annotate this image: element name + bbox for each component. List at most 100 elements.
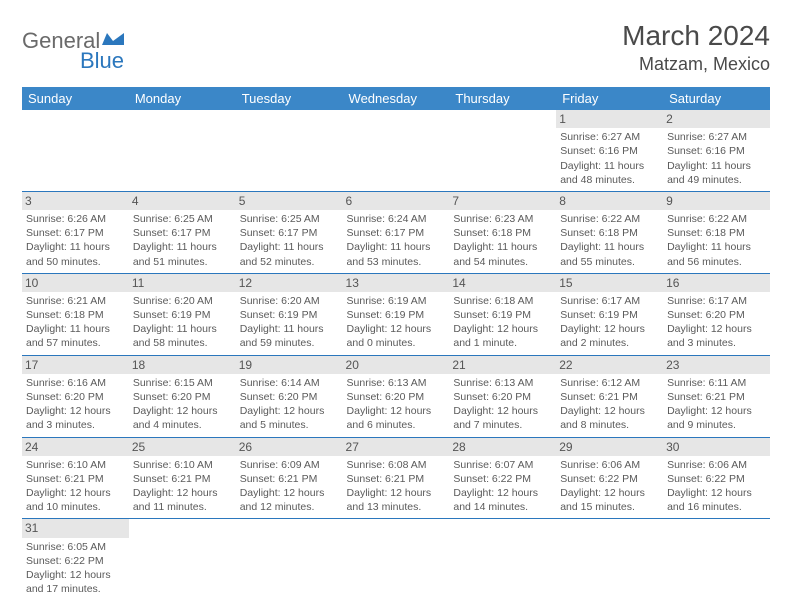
daylight2-text: and 14 minutes. <box>453 500 552 514</box>
sunset-text: Sunset: 6:20 PM <box>240 390 339 404</box>
daylight2-text: and 2 minutes. <box>560 336 659 350</box>
header: GeneralBlue March 2024 Matzam, Mexico <box>22 20 770 75</box>
daylight1-text: Daylight: 11 hours <box>26 240 125 254</box>
calendar-row: 3Sunrise: 6:26 AMSunset: 6:17 PMDaylight… <box>22 191 770 273</box>
sunrise-text: Sunrise: 6:08 AM <box>347 458 446 472</box>
sunset-text: Sunset: 6:18 PM <box>26 308 125 322</box>
sunrise-text: Sunrise: 6:22 AM <box>560 212 659 226</box>
daylight1-text: Daylight: 12 hours <box>26 486 125 500</box>
sunrise-text: Sunrise: 6:25 AM <box>240 212 339 226</box>
daylight2-text: and 51 minutes. <box>133 255 232 269</box>
day-number: 19 <box>236 356 343 374</box>
daylight2-text: and 49 minutes. <box>667 173 766 187</box>
daylight2-text: and 15 minutes. <box>560 500 659 514</box>
daylight2-text: and 11 minutes. <box>133 500 232 514</box>
calendar-row: 10Sunrise: 6:21 AMSunset: 6:18 PMDayligh… <box>22 273 770 355</box>
daylight1-text: Daylight: 12 hours <box>347 486 446 500</box>
day-number: 20 <box>343 356 450 374</box>
day-header: Wednesday <box>343 87 450 110</box>
calendar-cell: 1Sunrise: 6:27 AMSunset: 6:16 PMDaylight… <box>556 110 663 191</box>
sunset-text: Sunset: 6:17 PM <box>240 226 339 240</box>
calendar-cell: 18 Sunrise: 6:15 AMSunset: 6:20 PMDayligh… <box>129 355 236 437</box>
sunrise-text: Sunrise: 6:23 AM <box>453 212 552 226</box>
sunset-text: Sunset: 6:22 PM <box>560 472 659 486</box>
sunset-text: Sunset: 6:16 PM <box>667 144 766 158</box>
daylight2-text: and 17 minutes. <box>26 582 125 596</box>
daylight1-text: Daylight: 12 hours <box>667 322 766 336</box>
daylight2-text: and 16 minutes. <box>667 500 766 514</box>
sunset-text: Sunset: 6:20 PM <box>347 390 446 404</box>
daylight1-text: Daylight: 11 hours <box>560 240 659 254</box>
day-number: 17 <box>22 356 129 374</box>
daylight1-text: Daylight: 12 hours <box>667 486 766 500</box>
daylight1-text: Daylight: 12 hours <box>347 322 446 336</box>
daylight1-text: Daylight: 12 hours <box>560 404 659 418</box>
daylight1-text: Daylight: 12 hours <box>133 404 232 418</box>
day-header-row: SundayMondayTuesdayWednesdayThursdayFrid… <box>22 87 770 110</box>
daylight2-text: and 55 minutes. <box>560 255 659 269</box>
daylight2-text: and 52 minutes. <box>240 255 339 269</box>
sunset-text: Sunset: 6:21 PM <box>26 472 125 486</box>
day-number: 13 <box>343 274 450 292</box>
calendar-cell <box>343 110 450 191</box>
daylight1-text: Daylight: 11 hours <box>453 240 552 254</box>
daylight1-text: Daylight: 12 hours <box>560 486 659 500</box>
day-number: 3 <box>22 192 129 210</box>
daylight1-text: Daylight: 12 hours <box>453 322 552 336</box>
sunrise-text: Sunrise: 6:11 AM <box>667 376 766 390</box>
day-header: Thursday <box>449 87 556 110</box>
daylight2-text: and 9 minutes. <box>667 418 766 432</box>
daylight2-text: and 3 minutes. <box>26 418 125 432</box>
calendar-cell: 24Sunrise: 6:10 AMSunset: 6:21 PMDayligh… <box>22 437 129 519</box>
calendar-cell: 9Sunrise: 6:22 AMSunset: 6:18 PMDaylight… <box>663 191 770 273</box>
calendar-cell: 26Sunrise: 6:09 AMSunset: 6:21 PMDayligh… <box>236 437 343 519</box>
daylight2-text: and 5 minutes. <box>240 418 339 432</box>
sunrise-text: Sunrise: 6:25 AM <box>133 212 232 226</box>
calendar-body: 1Sunrise: 6:27 AMSunset: 6:16 PMDaylight… <box>22 110 770 600</box>
calendar-cell <box>449 110 556 191</box>
day-number: 30 <box>663 438 770 456</box>
day-number: 25 <box>129 438 236 456</box>
sunrise-text: Sunrise: 6:06 AM <box>560 458 659 472</box>
daylight1-text: Daylight: 11 hours <box>133 322 232 336</box>
calendar-cell: 8Sunrise: 6:22 AMSunset: 6:18 PMDaylight… <box>556 191 663 273</box>
daylight1-text: Daylight: 11 hours <box>347 240 446 254</box>
sunrise-text: Sunrise: 6:10 AM <box>133 458 232 472</box>
calendar-cell: 19Sunrise: 6:14 AMSunset: 6:20 PMDayligh… <box>236 355 343 437</box>
calendar-cell: 28Sunrise: 6:07 AMSunset: 6:22 PMDayligh… <box>449 437 556 519</box>
calendar-cell: 23Sunrise: 6:11 AMSunset: 6:21 PMDayligh… <box>663 355 770 437</box>
day-number: 28 <box>449 438 556 456</box>
calendar-table: SundayMondayTuesdayWednesdayThursdayFrid… <box>22 87 770 600</box>
daylight2-text: and 48 minutes. <box>560 173 659 187</box>
calendar-cell: 31Sunrise: 6:05 AMSunset: 6:22 PMDayligh… <box>22 519 129 600</box>
daylight2-text: and 54 minutes. <box>453 255 552 269</box>
daylight2-text: and 58 minutes. <box>133 336 232 350</box>
sunrise-text: Sunrise: 6:15 AM <box>133 376 232 390</box>
daylight1-text: Daylight: 12 hours <box>240 404 339 418</box>
sunset-text: Sunset: 6:20 PM <box>133 390 232 404</box>
sunset-text: Sunset: 6:17 PM <box>347 226 446 240</box>
sunset-text: Sunset: 6:19 PM <box>347 308 446 322</box>
calendar-cell: 13Sunrise: 6:19 AMSunset: 6:19 PMDayligh… <box>343 273 450 355</box>
calendar-cell <box>556 519 663 600</box>
calendar-row: 17Sunrise: 6:16 AMSunset: 6:20 PMDayligh… <box>22 355 770 437</box>
daylight1-text: Daylight: 12 hours <box>347 404 446 418</box>
day-number: 31 <box>22 519 129 537</box>
sunset-text: Sunset: 6:20 PM <box>26 390 125 404</box>
daylight1-text: Daylight: 12 hours <box>26 568 125 582</box>
calendar-cell: 3Sunrise: 6:26 AMSunset: 6:17 PMDaylight… <box>22 191 129 273</box>
daylight1-text: Daylight: 11 hours <box>240 322 339 336</box>
day-number: 15 <box>556 274 663 292</box>
calendar-cell: 27Sunrise: 6:08 AMSunset: 6:21 PMDayligh… <box>343 437 450 519</box>
sunrise-text: Sunrise: 6:20 AM <box>240 294 339 308</box>
sunrise-text: Sunrise: 6:27 AM <box>667 130 766 144</box>
sunset-text: Sunset: 6:19 PM <box>560 308 659 322</box>
calendar-cell: 30Sunrise: 6:06 AMSunset: 6:22 PMDayligh… <box>663 437 770 519</box>
calendar-row: 1Sunrise: 6:27 AMSunset: 6:16 PMDaylight… <box>22 110 770 191</box>
day-header: Monday <box>129 87 236 110</box>
calendar-cell <box>236 519 343 600</box>
day-number: 18 <box>129 356 236 374</box>
calendar-cell <box>343 519 450 600</box>
day-number: 2 <box>663 110 770 128</box>
sunset-text: Sunset: 6:21 PM <box>240 472 339 486</box>
